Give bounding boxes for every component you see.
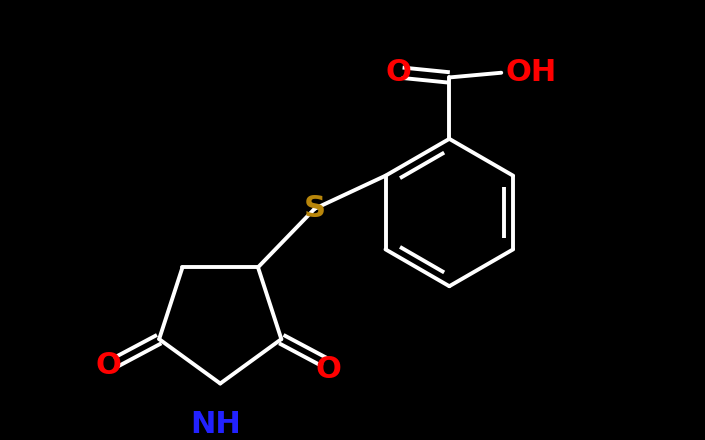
- Text: O: O: [316, 355, 341, 384]
- Text: NH: NH: [190, 410, 241, 439]
- Text: O: O: [386, 58, 411, 87]
- Text: S: S: [304, 194, 326, 223]
- Text: OH: OH: [506, 58, 557, 87]
- Text: O: O: [95, 352, 121, 381]
